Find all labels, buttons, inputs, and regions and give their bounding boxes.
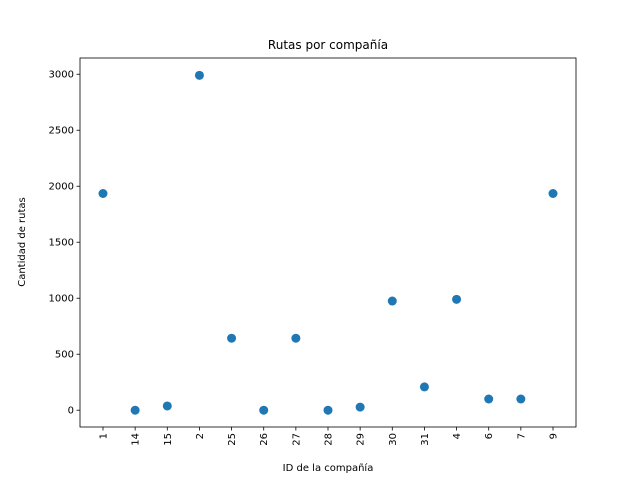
x-tick-label: 4	[452, 433, 463, 439]
data-point	[419, 382, 429, 392]
x-tick-label: 7	[516, 433, 527, 439]
x-axis: 1 14 15 2 25 26 27 28 29 30 31 4 6 7 9	[99, 427, 560, 446]
data-point	[516, 394, 526, 404]
data-point	[194, 70, 204, 80]
data-point	[130, 405, 140, 415]
x-tick-label: 14	[131, 433, 142, 446]
y-tick-label: 1500	[49, 238, 74, 249]
y-axis: 0 500 1000 1500 2000 2500 3000	[49, 70, 80, 417]
data-point	[484, 394, 494, 404]
data-point	[323, 405, 333, 415]
x-tick-label: 30	[388, 433, 399, 446]
data-point	[227, 333, 237, 343]
data-point	[452, 294, 462, 304]
data-points	[98, 70, 558, 415]
y-tick-label: 2000	[49, 182, 74, 193]
data-point	[98, 189, 108, 199]
x-tick-label: 25	[227, 433, 238, 446]
x-tick-label: 27	[291, 433, 302, 446]
y-tick-label: 500	[55, 350, 74, 361]
x-axis-label: ID de la compañía	[283, 462, 374, 474]
data-point	[259, 405, 269, 415]
y-tick-label: 0	[68, 406, 74, 417]
y-axis-label: Cantidad de rutas	[17, 197, 28, 287]
x-tick-label: 31	[420, 433, 431, 446]
x-tick-label: 9	[549, 433, 560, 439]
x-tick-label: 1	[99, 433, 110, 439]
x-tick-label: 15	[163, 433, 174, 446]
data-point	[162, 401, 172, 411]
x-tick-label: 29	[356, 433, 367, 446]
x-tick-label: 26	[259, 433, 270, 446]
plot-frame	[79, 57, 577, 428]
chart-title: Rutas por compañía	[268, 38, 388, 52]
data-point	[291, 333, 301, 343]
data-point	[548, 189, 558, 199]
y-tick-label: 3000	[49, 70, 74, 81]
y-tick-label: 2500	[49, 126, 74, 137]
x-tick-label: 2	[195, 433, 206, 439]
y-tick-label: 1000	[49, 294, 74, 305]
x-tick-label: 28	[324, 433, 335, 446]
x-tick-label: 6	[484, 433, 495, 439]
data-point	[387, 296, 397, 306]
data-point	[355, 402, 365, 412]
